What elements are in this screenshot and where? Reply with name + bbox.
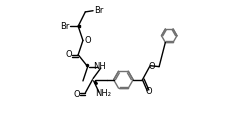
Text: Br: Br <box>60 22 70 31</box>
Text: Br: Br <box>94 6 103 15</box>
Text: O: O <box>148 62 155 71</box>
Text: O: O <box>66 50 73 59</box>
Text: O: O <box>74 89 81 99</box>
Text: O: O <box>84 36 91 45</box>
Text: NH: NH <box>93 62 106 71</box>
Text: O: O <box>146 87 152 96</box>
Text: NH₂: NH₂ <box>95 89 111 98</box>
